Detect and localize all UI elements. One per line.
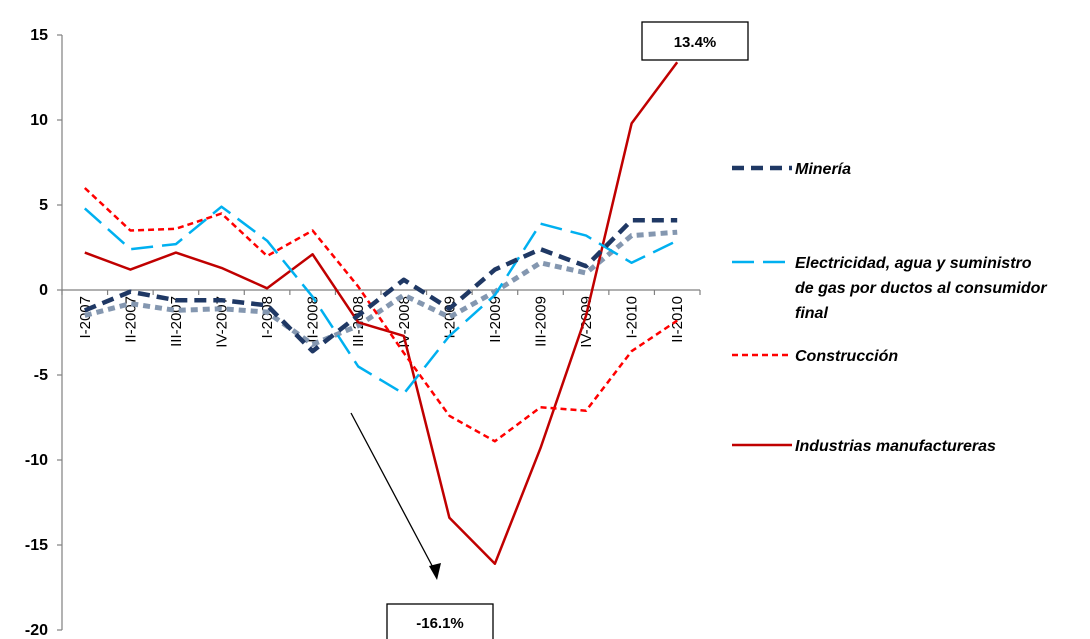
callout-box-min bbox=[386, 603, 494, 639]
series-line-2 bbox=[83, 187, 678, 443]
callout-box-max bbox=[641, 21, 749, 61]
x-tick-label: II-2009 bbox=[487, 296, 504, 343]
x-tick-label: IV-2009 bbox=[578, 296, 595, 348]
series-layer bbox=[83, 61, 679, 565]
shadow-series-line bbox=[84, 229, 678, 348]
legend-label-0: Minería bbox=[795, 161, 851, 178]
y-tick-label: 0 bbox=[39, 282, 48, 299]
x-tick-label: II-2007 bbox=[122, 296, 139, 343]
y-tick-label: -5 bbox=[34, 367, 48, 384]
annotations: 13.4% -16.1% bbox=[350, 21, 749, 639]
y-tick-label: -20 bbox=[25, 622, 48, 639]
legend: Minería Electricidad, agua y suministro de… bbox=[732, 161, 1047, 455]
y-tick-label: -15 bbox=[25, 537, 48, 554]
x-tick-label: II-2008 bbox=[305, 296, 322, 343]
series-line-1 bbox=[83, 205, 678, 395]
y-tick-label: 10 bbox=[30, 112, 48, 129]
legend-label-3: Industrias manufactureras bbox=[795, 438, 996, 455]
x-tick-label: I-2008 bbox=[259, 296, 276, 339]
x-tick-label: III-2007 bbox=[168, 296, 185, 347]
x-tick-label: III-2009 bbox=[533, 296, 550, 347]
x-tick-label: II-2010 bbox=[669, 296, 686, 343]
legend-label-1: Electricidad, agua y suministro de gas po… bbox=[795, 255, 1047, 322]
x-tick-label: IV-2007 bbox=[214, 296, 231, 348]
callout-label-max: 13.4% bbox=[674, 34, 717, 51]
y-tick-label: -10 bbox=[25, 452, 48, 469]
callout-arrow-line bbox=[350, 412, 438, 576]
y-tick-label: 15 bbox=[30, 27, 48, 44]
legend-label-2: Construcción bbox=[795, 348, 898, 365]
series-line-0 bbox=[83, 218, 678, 354]
y-tick-label: 5 bbox=[39, 197, 48, 214]
series-line-3 bbox=[84, 61, 679, 565]
y-axis: 15 10 5 0 -5 -10 -15 -20 bbox=[25, 27, 63, 639]
x-tick-label: I-2010 bbox=[624, 296, 641, 339]
callout-label-min: -16.1% bbox=[416, 615, 464, 632]
callout-arrow-head bbox=[429, 563, 441, 580]
